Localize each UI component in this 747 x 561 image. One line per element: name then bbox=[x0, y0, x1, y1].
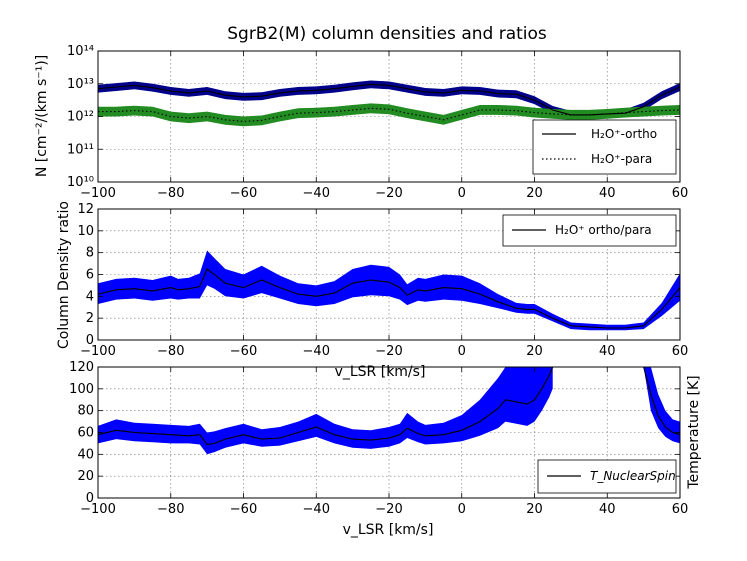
panel-1-ylabel: N [cm⁻²/(km s⁻¹)] bbox=[34, 55, 50, 177]
x-tick-label: −100 bbox=[80, 344, 116, 359]
y-tick-label: 10¹⁰ bbox=[67, 175, 94, 190]
legend-1-box bbox=[532, 119, 677, 175]
x-tick-label: −60 bbox=[230, 186, 257, 201]
x-tick-label: −100 bbox=[80, 502, 116, 517]
y-tick-label: 0 bbox=[86, 491, 94, 506]
panel-temperature: −100 −80 −60 −40 −20 0 20 40 60 0 20 40 60 80 100 120 T… bbox=[69, 360, 702, 538]
panel-3-xlabel: v_LSR [km/s] bbox=[343, 522, 434, 538]
legend-ortho-label: H₂O⁺-ortho bbox=[591, 127, 657, 141]
x-tick-label: 60 bbox=[672, 344, 689, 359]
series-band bbox=[98, 103, 680, 127]
series-line bbox=[98, 107, 681, 122]
y-tick-label: 20 bbox=[77, 469, 94, 484]
y-tick-label: 120 bbox=[69, 360, 94, 375]
x-tick-label: −60 bbox=[230, 502, 257, 517]
legend-temp-label: T_NuclearSpin bbox=[590, 469, 676, 483]
y-tick-label: 12 bbox=[77, 202, 94, 217]
y-tick-label: 10¹⁴ bbox=[67, 44, 94, 59]
x-tick-label: 60 bbox=[672, 186, 689, 201]
x-tick-label: −40 bbox=[303, 344, 330, 359]
x-tick-label: 20 bbox=[526, 344, 543, 359]
series-band bbox=[643, 367, 680, 444]
panel-column-density: −100 −80 −60 −40 −20 0 20 40 60 10¹⁰ 10¹¹ 10¹² 10¹³ 1… bbox=[34, 44, 688, 201]
panel-1-legend: H₂O⁺-ortho H₂O⁺-para bbox=[532, 119, 677, 175]
y-tick-label: 100 bbox=[69, 382, 94, 397]
x-tick-label: 40 bbox=[599, 502, 616, 517]
panel-ratio: −100 −80 −60 −40 −20 0 20 40 60 0 2 4 6 8 10 12 Column … bbox=[56, 201, 688, 380]
y-tick-label: 60 bbox=[77, 426, 94, 441]
x-tick-label: −80 bbox=[157, 502, 184, 517]
y-tick-label: 10¹¹ bbox=[67, 142, 94, 157]
legend-ratio-label: H₂O⁺ ortho/para bbox=[555, 223, 652, 237]
y-tick-label: 10¹² bbox=[67, 110, 94, 125]
x-tick-label: 0 bbox=[458, 186, 466, 201]
y-tick-label: 10 bbox=[77, 224, 94, 239]
x-tick-label: 0 bbox=[458, 502, 466, 517]
panel-2-xlabel: v_LSR [km/s] bbox=[335, 364, 426, 380]
x-tick-label: −20 bbox=[375, 186, 402, 201]
x-tick-label: −20 bbox=[375, 344, 402, 359]
x-tick-label: −80 bbox=[157, 344, 184, 359]
series-line bbox=[643, 366, 681, 436]
x-tick-label: −60 bbox=[230, 344, 257, 359]
x-tick-label: 0 bbox=[458, 344, 466, 359]
y-tick-label: 0 bbox=[86, 333, 94, 348]
series-band bbox=[98, 367, 553, 455]
x-tick-label: 40 bbox=[599, 186, 616, 201]
panel-2-legend: H₂O⁺ ortho/para bbox=[502, 214, 677, 247]
series-band bbox=[98, 250, 680, 331]
x-tick-label: 20 bbox=[526, 502, 543, 517]
series-line bbox=[97, 366, 554, 446]
y-tick-label: 8 bbox=[86, 246, 94, 261]
panel-2-ylabel: Column Density ratio bbox=[56, 201, 72, 349]
y-tick-label: 6 bbox=[86, 268, 94, 283]
x-tick-label: 20 bbox=[526, 186, 543, 201]
series-line bbox=[97, 268, 681, 329]
legend-para-label: H₂O⁺-para bbox=[591, 152, 652, 166]
x-tick-label: −20 bbox=[375, 502, 402, 517]
x-tick-label: −100 bbox=[80, 186, 116, 201]
y-tick-label: 4 bbox=[86, 289, 94, 304]
x-tick-label: 60 bbox=[672, 502, 689, 517]
x-tick-label: −80 bbox=[157, 186, 184, 201]
series-line bbox=[97, 83, 681, 116]
x-tick-label: 40 bbox=[599, 344, 616, 359]
x-tick-label: −40 bbox=[303, 186, 330, 201]
y-tick-label: 40 bbox=[77, 447, 94, 462]
panel-3-legend: T_NuclearSpin bbox=[537, 459, 677, 494]
y-tick-label: 2 bbox=[86, 311, 94, 326]
y-tick-label: 80 bbox=[77, 404, 94, 419]
panel-3-ylabel: Temperature [K] bbox=[686, 375, 702, 489]
chart-title: SgrB2(M) column densities and ratios bbox=[227, 24, 547, 44]
y-tick-label: 10¹³ bbox=[67, 77, 94, 92]
x-tick-label: −40 bbox=[303, 502, 330, 517]
